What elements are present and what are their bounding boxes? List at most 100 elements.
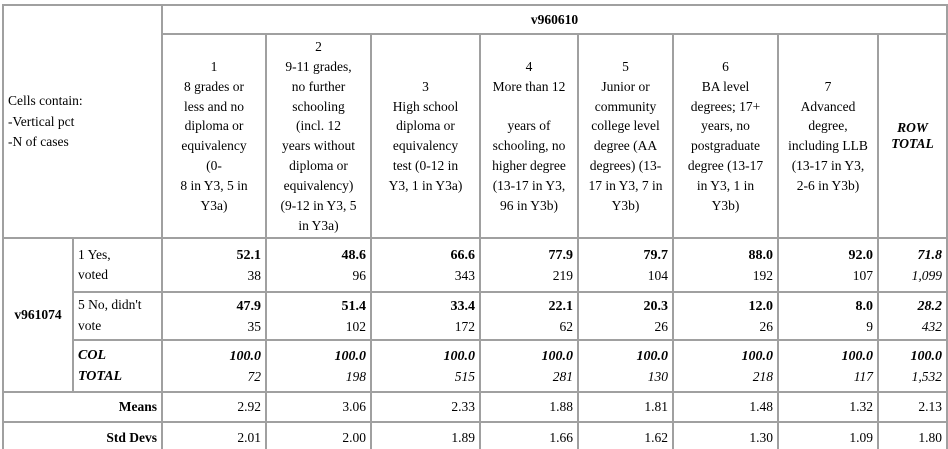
std-devs-cell: 1.62 <box>577 421 674 449</box>
pct-value: 77.9 <box>548 247 574 263</box>
n-value: 198 <box>345 368 366 384</box>
n-value: 62 <box>559 318 574 334</box>
table-row: Std Devs 2.01 2.00 1.89 1.66 1.62 1.30 1… <box>2 421 948 449</box>
col-total-cell: 100.0 130 <box>577 339 674 394</box>
n-value: 104 <box>647 267 668 283</box>
std-devs-cell: 1.09 <box>777 421 879 449</box>
column-header-7: 7 Advanced degree, including LLB (13-17 … <box>777 32 879 240</box>
col-total-cell: 100.0 198 <box>265 339 372 394</box>
data-cell: 52.1 38 <box>161 237 267 294</box>
n-value: 343 <box>454 267 475 283</box>
pct-value: 100.0 <box>443 348 476 364</box>
std-devs-total-cell: 1.80 <box>877 421 948 449</box>
row-total-header: ROW TOTAL <box>877 32 948 240</box>
means-cell: 1.81 <box>577 391 674 424</box>
std-devs-cell: 1.30 <box>672 421 779 449</box>
n-value: 172 <box>454 318 475 334</box>
col-total-cell: 100.0 281 <box>479 339 579 394</box>
data-cell: 33.4 172 <box>370 291 481 342</box>
pct-value: 100.0 <box>841 348 874 364</box>
means-cell: 2.33 <box>370 391 481 424</box>
means-label: Means <box>2 391 163 424</box>
means-cell: 2.92 <box>161 391 267 424</box>
data-cell: 51.4 102 <box>265 291 372 342</box>
col-total-cell: 100.0 72 <box>161 339 267 394</box>
data-cell: 8.0 9 <box>777 291 879 342</box>
pct-value: 79.7 <box>643 247 669 263</box>
row-total-cell: 71.8 1,099 <box>877 237 948 294</box>
col-total-cell: 100.0 117 <box>777 339 879 394</box>
data-cell: 66.6 343 <box>370 237 481 294</box>
n-value: 130 <box>647 368 668 384</box>
n-value: 1,099 <box>911 267 942 283</box>
means-cell: 1.48 <box>672 391 779 424</box>
pct-value: 33.4 <box>450 298 476 314</box>
n-value: 281 <box>552 368 573 384</box>
data-cell: 22.1 62 <box>479 291 579 342</box>
data-cell: 48.6 96 <box>265 237 372 294</box>
row-total-cell: 28.2 432 <box>877 291 948 342</box>
data-cell: 92.0 107 <box>777 237 879 294</box>
pct-value: 100.0 <box>541 348 574 364</box>
pct-value: 71.8 <box>917 247 943 263</box>
pct-value: 88.0 <box>748 247 774 263</box>
pct-value: 100.0 <box>334 348 367 364</box>
n-value: 192 <box>752 267 773 283</box>
table-row: Means 2.92 3.06 2.33 1.88 1.81 1.48 1.32… <box>2 391 948 424</box>
pct-value: 100.0 <box>910 348 943 364</box>
pct-value: 8.0 <box>855 298 874 314</box>
table-row: Cells contain: -Vertical pct -N of cases… <box>2 3 948 240</box>
means-cell: 3.06 <box>265 391 372 424</box>
pct-value: 92.0 <box>848 247 874 263</box>
n-value: 432 <box>921 318 942 334</box>
data-cell: 20.3 26 <box>577 291 674 342</box>
data-cell: 12.0 26 <box>672 291 779 342</box>
n-value: 96 <box>352 267 367 283</box>
std-devs-cell: 2.00 <box>265 421 372 449</box>
column-header-1: 1 8 grades or less and no diploma or equ… <box>161 32 267 240</box>
n-value: 107 <box>852 267 873 283</box>
row-label-yes-voted: 1 Yes, voted <box>72 237 163 294</box>
grand-total-cell: 100.0 1,532 <box>877 339 948 394</box>
std-devs-cell: 1.89 <box>370 421 481 449</box>
column-header-2: 2 9-11 grades, no further schooling (inc… <box>265 32 372 240</box>
pct-value: 66.6 <box>450 247 476 263</box>
n-value: 1,532 <box>911 368 942 384</box>
column-header-3: 3 High school diploma or equivalency tes… <box>370 32 481 240</box>
n-value: 219 <box>552 267 573 283</box>
n-value: 9 <box>866 318 873 334</box>
data-cell: 79.7 104 <box>577 237 674 294</box>
crosstab-table: Cells contain: -Vertical pct -N of cases… <box>2 3 948 449</box>
means-cell: 1.88 <box>479 391 579 424</box>
row-label-no-didnt-vote: 5 No, didn't vote <box>72 291 163 342</box>
means-total-cell: 2.13 <box>877 391 948 424</box>
column-header-6: 6 BA level degrees; 17+ years, no postgr… <box>672 32 779 240</box>
std-devs-cell: 2.01 <box>161 421 267 449</box>
pct-value: 48.6 <box>341 247 367 263</box>
n-value: 515 <box>454 368 475 384</box>
n-value: 218 <box>752 368 773 384</box>
data-cell: 77.9 219 <box>479 237 579 294</box>
n-value: 26 <box>759 318 774 334</box>
pct-value: 47.9 <box>236 298 262 314</box>
table-row: 5 No, didn't vote 47.9 35 51.4 102 33.4 172… <box>3 291 948 342</box>
data-cell: 88.0 192 <box>672 237 779 294</box>
col-total-cell: 100.0 218 <box>672 339 779 394</box>
row-variable-label: v961074 <box>2 237 74 394</box>
pct-value: 12.0 <box>748 298 774 314</box>
column-header-4: 4 More than 12 years of schooling, no hi… <box>479 32 579 240</box>
n-value: 72 <box>247 368 262 384</box>
column-variable-header: v960610 <box>161 4 948 35</box>
pct-value: 100.0 <box>636 348 669 364</box>
table-row: COL TOTAL 100.0 72 100.0 198 100.0 515 100.… <box>3 339 948 394</box>
std-devs-label: Std Devs <box>2 421 163 449</box>
pct-value: 100.0 <box>741 348 774 364</box>
pct-value: 28.2 <box>917 298 943 314</box>
n-value: 35 <box>247 318 262 334</box>
col-total-cell: 100.0 515 <box>370 339 481 394</box>
pct-value: 20.3 <box>643 298 669 314</box>
n-value: 38 <box>247 267 262 283</box>
table-row: v961074 1 Yes, voted 52.1 38 48.6 96 66.6 3… <box>2 237 948 394</box>
n-value: 117 <box>853 368 873 384</box>
